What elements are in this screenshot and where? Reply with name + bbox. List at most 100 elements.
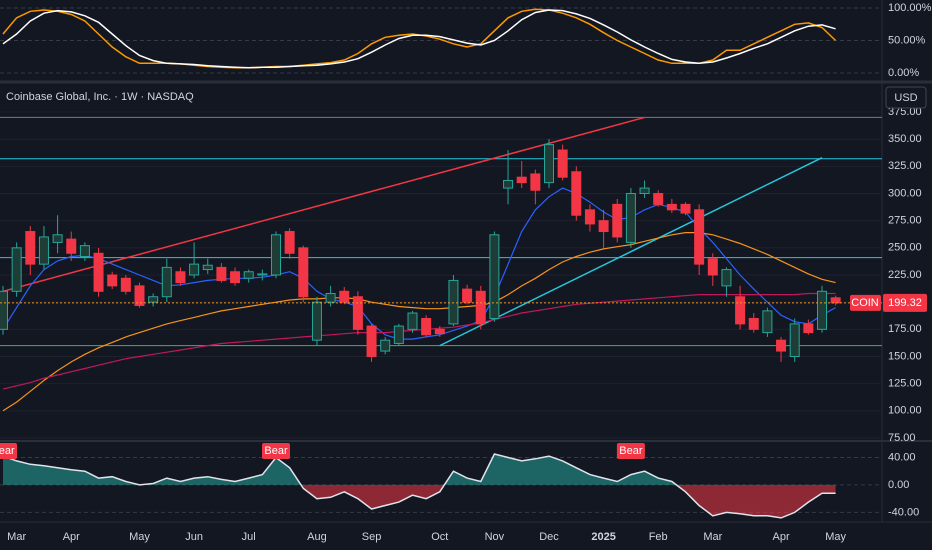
candle-body — [393, 325, 404, 344]
x-tick-label: Aug — [307, 531, 327, 543]
candle-body — [11, 247, 22, 292]
candle-body — [79, 245, 90, 258]
candle-body — [557, 149, 568, 178]
y-tick-label: 275.00 — [888, 215, 922, 227]
candle-body — [748, 317, 759, 330]
y-tick-label: 225.00 — [888, 269, 922, 281]
candle-body — [284, 231, 295, 254]
moving-average — [2, 292, 836, 390]
y-tick-label: 0.00 — [888, 479, 909, 491]
candle-body — [653, 193, 664, 205]
candle-body — [721, 269, 732, 287]
x-tick-label: Jun — [185, 531, 203, 543]
candle-body — [489, 234, 500, 319]
candle-body — [830, 297, 841, 304]
candle-body — [407, 312, 418, 330]
candle-body — [107, 274, 118, 287]
y-tick-label: 40.00 — [888, 451, 916, 463]
candle-body — [448, 279, 459, 325]
candle-body — [380, 339, 391, 352]
x-tick-label: May — [129, 531, 150, 543]
candle-body — [243, 271, 254, 279]
currency[interactable]: USD — [894, 92, 917, 104]
candle-body — [134, 285, 145, 306]
candle-body — [680, 203, 691, 214]
y-tick-label: 300.00 — [888, 187, 922, 199]
candle-body — [516, 176, 527, 184]
candle-body — [0, 290, 8, 330]
candle-body — [189, 263, 200, 276]
candle-body — [175, 271, 186, 284]
x-tick-label: Nov — [485, 531, 505, 543]
candle-body — [66, 238, 77, 254]
candle-body — [639, 187, 650, 194]
y-tick-label: 100.00% — [888, 2, 932, 14]
price-pane — [0, 111, 882, 439]
x-tick-label: Feb — [649, 531, 668, 543]
candle-body — [544, 144, 554, 184]
candle-body — [434, 328, 445, 335]
oscillator-pane: Bear Bear Bear — [0, 443, 882, 519]
candle-body — [120, 277, 131, 292]
currency-button[interactable] — [885, 86, 927, 109]
y-tick-label: 350.00 — [888, 133, 922, 145]
candle-body — [93, 252, 104, 292]
y-tick-label: 175.00 — [888, 323, 922, 335]
x-tick-label: Mar — [7, 531, 26, 543]
candle-body — [38, 236, 49, 265]
candle-body — [762, 310, 773, 334]
trend-line — [2, 116, 645, 293]
y-tick-label: 0.00% — [888, 67, 919, 79]
x-tick-label: Jul — [242, 531, 256, 543]
y-tick-label: 375.00 — [888, 106, 922, 118]
candle-body — [598, 220, 609, 233]
signal-badge — [262, 443, 290, 459]
candle-body — [571, 171, 582, 216]
candle-body — [612, 203, 623, 238]
x-tick-label: Sep — [362, 531, 382, 543]
signal-label: Bear — [0, 445, 15, 457]
signal-label: Bear — [619, 445, 643, 457]
candle-body — [339, 290, 350, 303]
symbol-badge — [850, 294, 881, 311]
candle-body — [216, 266, 227, 281]
signal-label: Bear — [264, 445, 288, 457]
price-badge — [883, 293, 927, 312]
symbol-label: COIN — [851, 297, 879, 309]
candle-body — [776, 339, 787, 352]
indicator-line — [2, 9, 836, 69]
candle-body — [817, 290, 827, 330]
candle-body — [271, 234, 281, 276]
indicator-line — [2, 453, 836, 519]
candle-body — [530, 173, 541, 191]
candle-body — [475, 290, 486, 325]
candle-body — [584, 209, 595, 225]
candle-body — [803, 323, 814, 334]
x-tick-label: May — [825, 531, 846, 543]
signal-badge — [0, 443, 17, 459]
candle-body — [148, 296, 159, 303]
x-tick-label: 2025 — [591, 531, 615, 543]
candle-body — [421, 317, 432, 336]
candle-body — [666, 203, 677, 211]
candle-body — [503, 179, 514, 189]
candle-body — [230, 271, 241, 284]
y-tick-label: 150.00 — [888, 350, 922, 362]
candle-body — [325, 292, 336, 303]
candle-body — [625, 193, 636, 243]
x-tick-label: Oct — [431, 531, 448, 543]
trend-line — [439, 156, 823, 347]
y-tick-label: 100.00 — [888, 405, 922, 417]
candle-body — [202, 264, 213, 271]
candle-body — [352, 296, 363, 330]
x-tick-label: Apr — [772, 531, 789, 543]
y-tick-label: 125.00 — [888, 378, 922, 390]
y-tick-label: 75.00 — [888, 432, 916, 444]
candle-body — [735, 296, 746, 325]
x-tick-label: Mar — [703, 531, 722, 543]
candle-body — [52, 234, 63, 243]
symbol-title: Coinbase Global, Inc. · 1W · NASDAQ — [6, 91, 194, 103]
candle-body — [161, 266, 172, 298]
candle-body — [25, 231, 36, 265]
